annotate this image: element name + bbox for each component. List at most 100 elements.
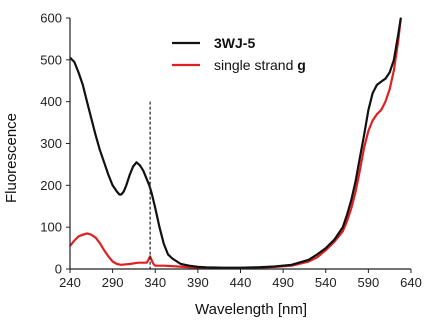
y-tick-label: 200 <box>40 178 62 193</box>
data-point-single-strand-g <box>99 242 101 244</box>
data-point-single-strand-g <box>308 260 310 263</box>
data-point-3wj-5 <box>120 193 122 196</box>
data-point-single-strand-g <box>151 260 153 262</box>
data-point-3wj-5 <box>346 214 348 216</box>
data-point-3wj-5 <box>90 117 92 119</box>
y-tick-label: 300 <box>40 136 62 151</box>
x-tick-label: 240 <box>59 275 81 290</box>
data-point-3wj-5 <box>389 71 391 73</box>
data-point-3wj-5 <box>148 184 150 186</box>
series-line-3wj-5 <box>69 17 402 269</box>
data-point-3wj-5 <box>291 264 293 266</box>
data-point-3wj-5 <box>107 174 109 176</box>
data-point-3wj-5 <box>397 34 399 36</box>
data-point-single-strand-g <box>107 255 109 258</box>
x-tick-label: 540 <box>315 275 337 290</box>
data-point-3wj-5 <box>333 239 335 241</box>
series-line-single-strand-g <box>69 17 402 270</box>
data-point-3wj-5 <box>129 174 131 176</box>
data-point-single-strand-g <box>393 69 395 71</box>
x-tick-label: 290 <box>102 275 124 290</box>
x-tick-label: 640 <box>400 275 422 290</box>
y-tick-label: 500 <box>40 52 62 67</box>
data-point-single-strand-g <box>384 101 387 103</box>
data-point-3wj-5 <box>239 267 242 269</box>
data-point-3wj-5 <box>316 253 318 255</box>
data-point-3wj-5 <box>222 267 225 269</box>
data-point-single-strand-g <box>86 232 88 235</box>
legend-label-3wj5: 3WJ-5 <box>214 35 255 51</box>
data-point-3wj-5 <box>367 109 369 111</box>
data-point-single-strand-g <box>363 147 365 149</box>
y-axis-title: Fluorescence <box>3 113 20 203</box>
data-point-3wj-5 <box>363 134 365 136</box>
data-point-3wj-5 <box>86 101 88 103</box>
data-point-3wj-5 <box>308 259 310 261</box>
data-point-3wj-5 <box>112 184 114 186</box>
data-point-3wj-5 <box>376 84 378 86</box>
data-point-3wj-5 <box>132 165 134 168</box>
y-tick-label: 400 <box>40 94 62 109</box>
data-point-3wj-5 <box>125 184 127 186</box>
data-point-3wj-5 <box>350 199 352 201</box>
data-point-single-strand-g <box>389 88 391 90</box>
data-point-3wj-5 <box>73 61 75 63</box>
data-point-single-strand-g <box>188 266 190 268</box>
data-point-single-strand-g <box>146 262 148 264</box>
y-tick-label: 600 <box>40 11 62 26</box>
data-point-single-strand-g <box>94 237 97 239</box>
data-point-3wj-5 <box>146 178 148 180</box>
data-point-3wj-5 <box>359 157 361 159</box>
data-point-single-strand-g <box>103 249 105 251</box>
data-point-3wj-5 <box>103 161 105 163</box>
data-point-3wj-5 <box>372 92 374 94</box>
data-point-3wj-5 <box>151 193 153 195</box>
data-point-single-strand-g <box>137 262 139 264</box>
data-point-single-strand-g <box>120 264 122 266</box>
data-point-single-strand-g <box>154 265 156 267</box>
data-point-single-strand-g <box>82 234 84 236</box>
data-point-single-strand-g <box>359 170 361 172</box>
data-point-single-strand-g <box>171 265 173 267</box>
data-point-3wj-5 <box>325 247 327 249</box>
data-point-3wj-5 <box>393 59 395 61</box>
legend-label-single-strand-g: single strand g <box>214 57 306 73</box>
data-point-single-strand-g <box>325 249 327 251</box>
data-point-3wj-5 <box>77 71 80 73</box>
data-point-3wj-5 <box>82 84 84 86</box>
legend: 3WJ-5 single strand g <box>172 35 306 73</box>
data-point-3wj-5 <box>400 17 402 19</box>
data-point-3wj-5 <box>342 226 344 228</box>
data-point-single-strand-g <box>77 235 80 237</box>
data-point-3wj-5 <box>118 193 121 196</box>
data-point-3wj-5 <box>123 191 125 193</box>
data-point-3wj-5 <box>158 226 161 228</box>
data-point-single-strand-g <box>350 207 352 209</box>
data-point-3wj-5 <box>154 207 156 209</box>
data-point-3wj-5 <box>180 263 182 265</box>
data-point-single-strand-g <box>129 263 131 265</box>
data-point-single-strand-g <box>380 109 382 111</box>
data-point-3wj-5 <box>188 265 190 267</box>
data-point-single-strand-g <box>346 220 348 222</box>
data-point-3wj-5 <box>274 265 276 268</box>
data-point-single-strand-g <box>367 130 369 132</box>
data-point-single-strand-g <box>316 256 318 258</box>
data-point-3wj-5 <box>167 253 169 255</box>
data-point-3wj-5 <box>116 191 118 193</box>
x-tick-label: 490 <box>272 275 294 290</box>
data-point-3wj-5 <box>380 80 382 83</box>
data-point-single-strand-g <box>147 259 150 261</box>
x-axis-title: Wavelength [nm] <box>195 301 307 318</box>
data-point-single-strand-g <box>90 234 92 236</box>
data-point-3wj-5 <box>142 170 144 172</box>
axes-layer: 240 290 340 390 440 490 540 590 640 0 100 200 300 400… <box>40 11 422 291</box>
series-layer <box>69 17 402 270</box>
data-point-single-strand-g <box>152 263 155 265</box>
data-point-3wj-5 <box>163 243 165 245</box>
data-point-single-strand-g <box>372 119 374 122</box>
data-point-single-strand-g <box>73 239 75 242</box>
x-tick-label: 590 <box>358 275 380 290</box>
x-tick-label: 340 <box>144 275 166 290</box>
